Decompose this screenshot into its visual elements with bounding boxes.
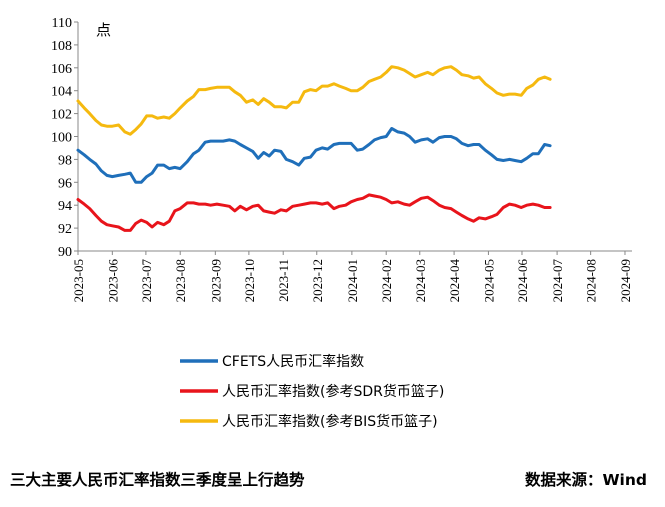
x-tick-label: 2024-07 (550, 259, 565, 303)
x-tick-label: 2024-01 (345, 259, 360, 302)
y-tick-label: 92 (58, 222, 72, 237)
unit-label: 点 (96, 21, 111, 39)
x-tick-label: 2023-06 (105, 259, 120, 303)
x-axis-ticks: 2023-05 2023-06 2023-07 2023-08 2023-09 2023-… (71, 251, 633, 302)
y-tick-label: 104 (51, 85, 72, 100)
x-tick-label: 2024-05 (481, 259, 496, 302)
y-tick-label: 110 (52, 16, 72, 31)
x-tick-label: 2023-09 (208, 259, 223, 302)
y-tick-label: 106 (51, 62, 72, 77)
x-tick-label: 2024-09 (618, 259, 633, 302)
x-tick-label: 2023-05 (71, 259, 86, 302)
series-line-1 (76, 193, 552, 232)
y-tick-label: 102 (51, 108, 72, 123)
x-tick-label: 2023-07 (139, 259, 154, 303)
series-line-0 (76, 127, 552, 184)
legend-label-1: 人民币汇率指数(参考SDR货币篮子) (222, 383, 444, 400)
x-tick-label: 2024-06 (515, 259, 530, 303)
legend-label-2: 人民币汇率指数(参考BIS货币篮子) (222, 413, 438, 430)
y-tick-label: 98 (58, 153, 72, 168)
series-layer (76, 65, 552, 232)
data-source: 数据来源：Wind (524, 471, 647, 489)
y-tick-label: 96 (58, 176, 72, 191)
x-tick-label: 2024-03 (413, 259, 428, 302)
y-tick-label: 94 (58, 199, 72, 214)
x-tick-label: 2023-10 (242, 259, 257, 302)
y-tick-label: 108 (51, 39, 72, 54)
y-axis-ticks: 90 92 94 96 98 100 102 104 106 108 110 (51, 16, 78, 260)
x-tick-label: 2023-11 (276, 259, 291, 302)
y-tick-label: 90 (58, 245, 72, 260)
x-tick-label: 2024-04 (447, 259, 462, 303)
x-tick-label: 2023-12 (310, 259, 325, 302)
x-tick-label: 2023-08 (173, 259, 188, 302)
chart-caption: 三大主要人民币汇率指数三季度呈上行趋势 (10, 471, 305, 489)
x-tick-label: 2024-02 (379, 259, 394, 302)
x-tick-label: 2024-08 (584, 259, 599, 302)
legend-label-0: CFETS人民币汇率指数 (222, 353, 364, 370)
series-line-2 (76, 65, 552, 136)
y-tick-label: 100 (51, 131, 72, 146)
